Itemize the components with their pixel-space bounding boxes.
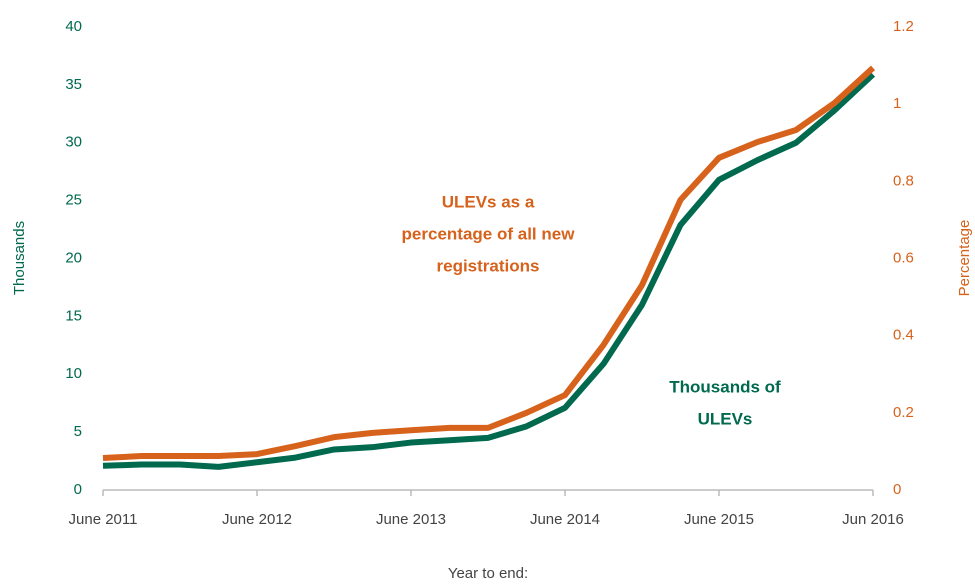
- y2-tick-label: 0.8: [893, 172, 914, 189]
- y-tick-label: 5: [74, 423, 82, 440]
- y2-tick-label: 0: [893, 481, 901, 498]
- x-tick-label: June 2012: [222, 511, 292, 528]
- x-tick-label: June 2013: [376, 511, 446, 528]
- y-axis-label: Thousands: [11, 221, 28, 295]
- y-tick-label: 40: [65, 18, 82, 35]
- x-tick-label: June 2014: [530, 511, 600, 528]
- y-tick-label: 20: [65, 249, 82, 266]
- y-tick-label: 0: [74, 481, 82, 498]
- annotation: Thousands of: [669, 377, 781, 396]
- y-tick-label: 35: [65, 76, 82, 93]
- series-line: [102, 65, 876, 461]
- y2-tick-label: 0.2: [893, 404, 914, 421]
- x-tick-label: June 2015: [684, 511, 754, 528]
- y2-tick-label: 0.4: [893, 327, 914, 344]
- y-tick-label: 25: [65, 192, 82, 209]
- y-tick-label: 10: [65, 365, 82, 382]
- x-tick-label: June 2011: [69, 511, 138, 528]
- y-tick-label: 30: [65, 134, 82, 151]
- y2-tick-label: 0.6: [893, 249, 914, 266]
- x-tick-label: Jun 2016: [842, 511, 904, 528]
- annotation: registrations: [437, 256, 540, 275]
- y2-axis-label: Percentage: [956, 220, 973, 297]
- y2-tick-label: 1.2: [893, 18, 914, 35]
- annotation: ULEVs: [698, 409, 753, 428]
- annotation: ULEVs as a: [442, 192, 535, 211]
- x-axis-label: Year to end:: [448, 565, 528, 582]
- y2-tick-label: 1: [893, 95, 901, 112]
- y-tick-label: 15: [65, 307, 82, 324]
- annotation: percentage of all new: [402, 224, 576, 243]
- series-line: [102, 72, 876, 470]
